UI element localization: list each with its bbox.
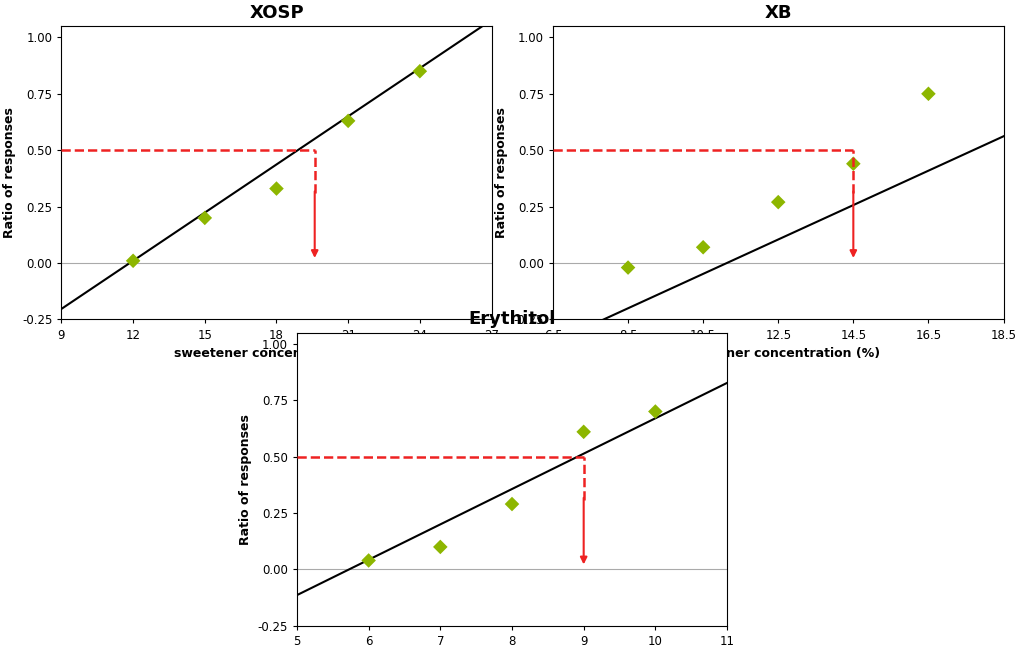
- Point: [360, 556, 377, 566]
- Point: [575, 426, 592, 437]
- Point: [432, 542, 449, 552]
- Point: [620, 262, 636, 273]
- Y-axis label: Ratio of responses: Ratio of responses: [239, 414, 252, 544]
- Point: [770, 197, 786, 207]
- Point: [412, 66, 428, 76]
- Point: [695, 242, 712, 252]
- X-axis label: sweetener concentration (%): sweetener concentration (%): [676, 347, 881, 360]
- Point: [921, 89, 937, 99]
- Point: [504, 499, 520, 509]
- Point: [197, 213, 213, 223]
- Point: [845, 158, 861, 169]
- Title: XB: XB: [765, 4, 792, 22]
- Point: [647, 406, 664, 417]
- Point: [125, 256, 141, 266]
- Title: Erythitol: Erythitol: [468, 310, 556, 328]
- Y-axis label: Ratio of responses: Ratio of responses: [495, 108, 508, 238]
- Point: [268, 183, 285, 194]
- Y-axis label: Ratio of responses: Ratio of responses: [3, 108, 16, 238]
- Point: [340, 115, 356, 126]
- X-axis label: sweetener concentration (%): sweetener concentration (%): [174, 347, 379, 360]
- Title: XOSP: XOSP: [249, 4, 304, 22]
